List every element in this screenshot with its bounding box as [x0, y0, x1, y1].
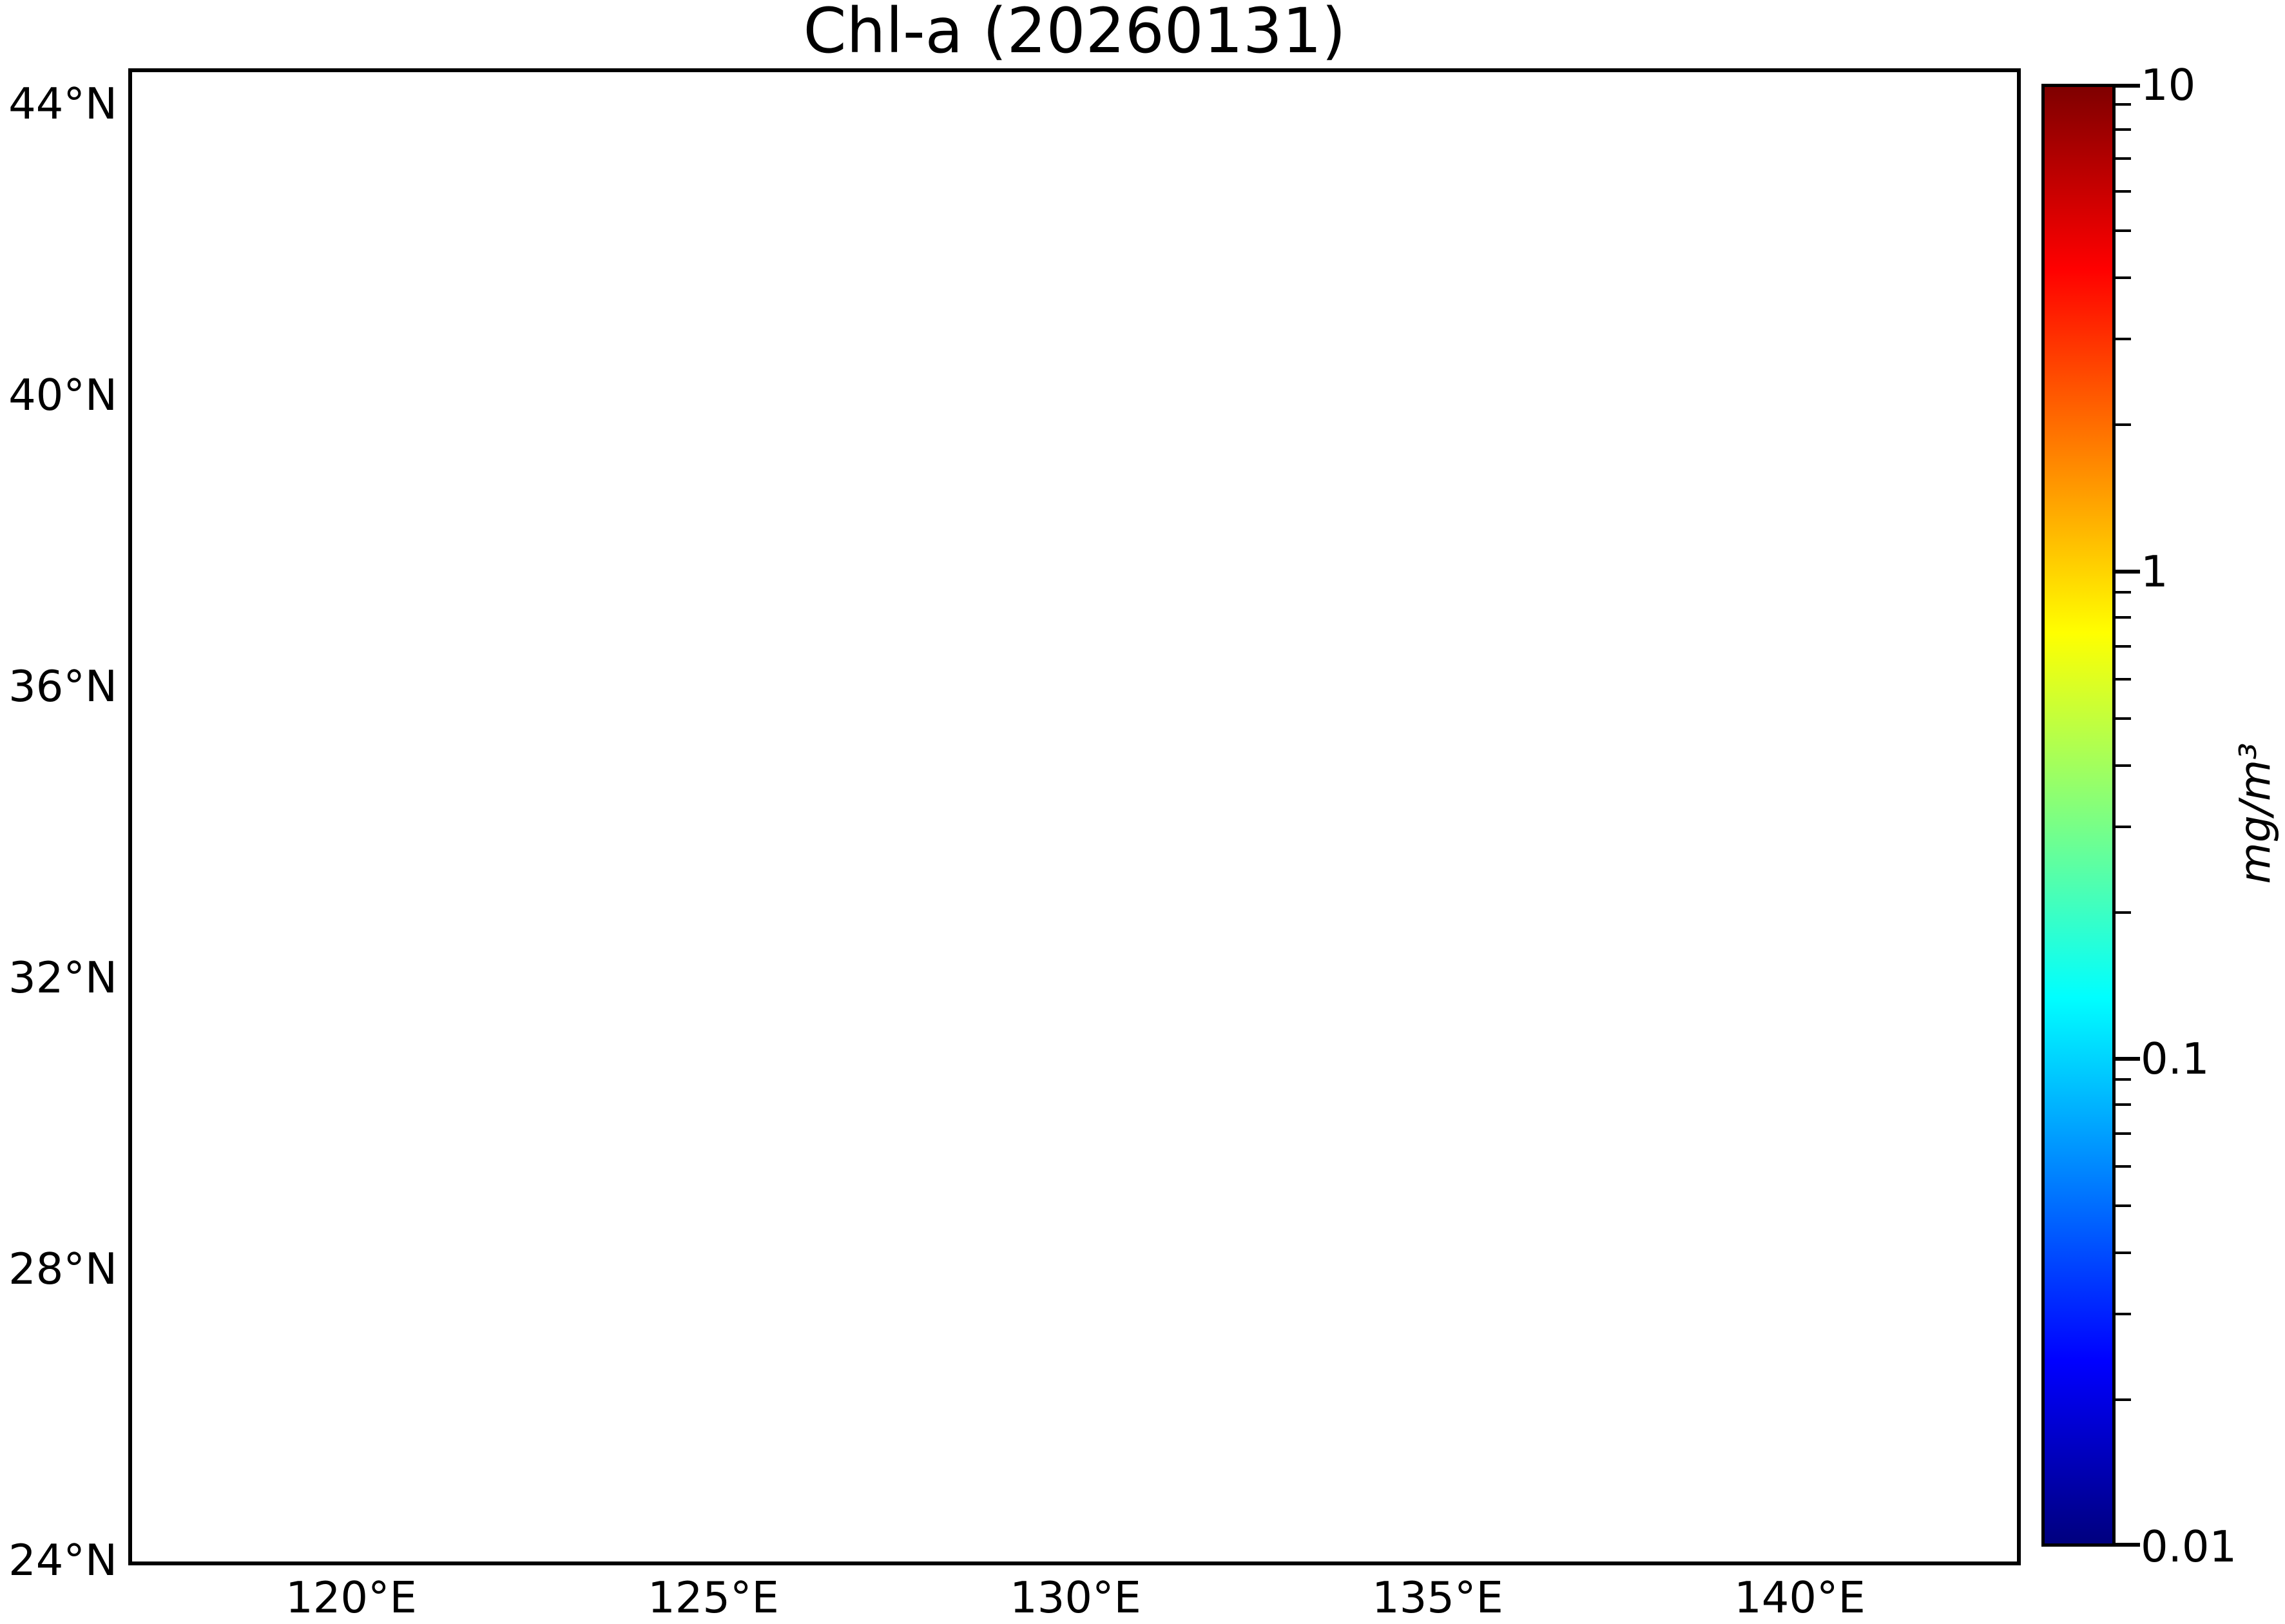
x-tick-130E: 130°E [1010, 1572, 1141, 1623]
y-tick-44N: 44°N [8, 79, 117, 129]
y-tick-40N: 40°N [8, 370, 117, 420]
x-tick-135E: 135°E [1372, 1572, 1503, 1623]
colorbar-tick-0.01: 0.01 [2141, 1522, 2237, 1572]
y-tick-36N: 36°N [8, 661, 117, 711]
colorbar-unit-label: mg/m³ [2230, 742, 2280, 884]
y-tick-28N: 28°N [8, 1244, 117, 1294]
x-tick-120E: 120°E [285, 1572, 417, 1623]
x-tick-140E: 140°E [1734, 1572, 1866, 1623]
axes-frame [128, 68, 2021, 1565]
y-tick-24N: 24°N [8, 1535, 117, 1585]
y-tick-32N: 32°N [8, 952, 117, 1003]
colorbar-minor-ticks [2116, 103, 2131, 1401]
colorbar-tick-10: 10 [2141, 60, 2196, 110]
colorbar-ticks [2116, 84, 2140, 1547]
chart-title: Chl-a (20260131) [803, 0, 1346, 67]
colorbar-tick-1: 1 [2141, 546, 2168, 597]
colorbar [2041, 84, 2116, 1547]
colorbar-tick-0.1: 0.1 [2141, 1034, 2210, 1084]
x-tick-125E: 125°E [648, 1572, 779, 1623]
